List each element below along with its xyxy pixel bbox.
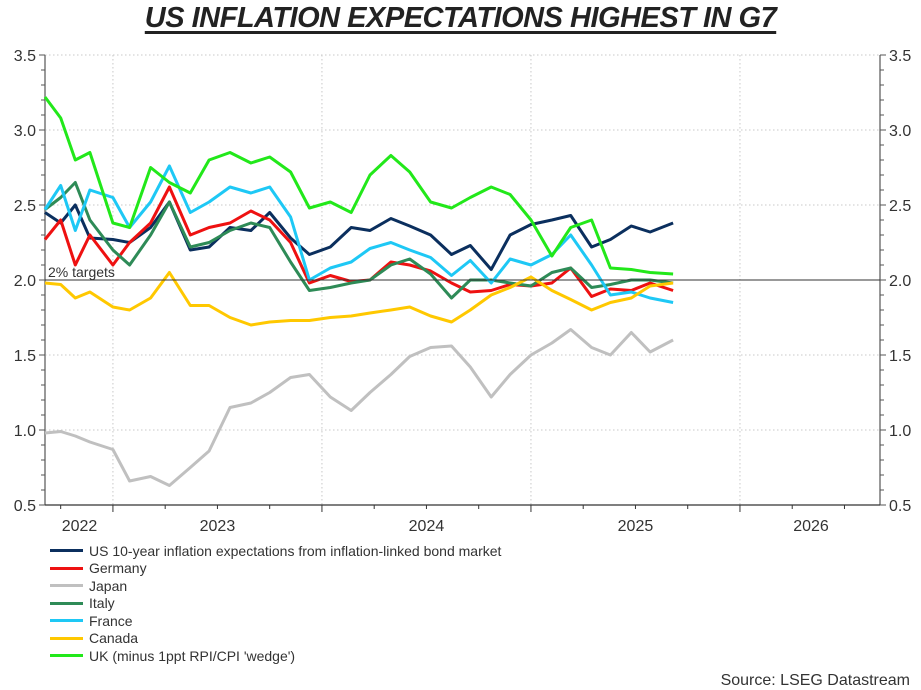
- x-tick-label: 2024: [409, 518, 445, 535]
- legend-item: UK (minus 1ppt RPI/CPI 'wedge'): [50, 647, 501, 665]
- legend-label: France: [89, 612, 133, 629]
- y-tick-label-left: 1.0: [14, 423, 36, 440]
- y-tick-label-right: 3.0: [889, 123, 911, 140]
- legend-swatch: [50, 654, 83, 658]
- reference-line-group: 2% targets: [45, 264, 880, 281]
- chart-title: US INFLATION EXPECTATIONS HIGHEST IN G7: [144, 2, 777, 34]
- y-tick-label-right: 0.5: [889, 498, 911, 515]
- legend-label: Japan: [89, 577, 128, 594]
- y-tick-label-left: 3.0: [14, 123, 36, 140]
- x-tick-label: 2026: [793, 518, 829, 535]
- y-tick-label-left: 1.5: [14, 348, 36, 365]
- series-line-japan: [44, 328, 674, 487]
- legend-item: Italy: [50, 595, 501, 613]
- legend: US 10-year inflation expectations from i…: [50, 542, 501, 665]
- legend-item: US 10-year inflation expectations from i…: [50, 542, 501, 560]
- series-lines: [43, 96, 674, 487]
- legend-swatch: [50, 549, 83, 553]
- y-tick-label-left: 3.5: [14, 48, 36, 65]
- legend-label: Canada: [89, 630, 139, 647]
- source-note: Source: LSEG Datastream: [720, 672, 910, 689]
- legend-swatch: [50, 584, 83, 588]
- y-tick-label-right: 2.5: [889, 198, 911, 215]
- x-tick-label: 2025: [618, 518, 654, 535]
- y-tick-label-left: 0.5: [14, 498, 36, 515]
- y-tick-label-right: 3.5: [889, 48, 911, 65]
- x-tick-label: 2022: [62, 518, 98, 535]
- reference-line-label: 2% targets: [48, 264, 115, 280]
- y-tick-label-right: 1.5: [889, 348, 911, 365]
- series-line-canada: [44, 271, 674, 327]
- legend-label: Italy: [89, 595, 115, 612]
- x-tick-label: 2023: [200, 518, 236, 535]
- legend-label: Germany: [89, 560, 147, 577]
- legend-item: Japan: [50, 577, 501, 595]
- series-line-italy: [44, 181, 674, 300]
- y-tick-label-left: 2.0: [14, 273, 36, 290]
- legend-item: Germany: [50, 560, 501, 578]
- legend-swatch: [50, 601, 83, 605]
- legend-swatch: [50, 619, 83, 623]
- y-tick-label-left: 2.5: [14, 198, 36, 215]
- y-tick-label-right: 2.0: [889, 273, 911, 290]
- series-line-france: [43, 164, 674, 304]
- legend-label: US 10-year inflation expectations from i…: [89, 542, 502, 559]
- series-line-us: [44, 200, 674, 271]
- legend-label: UK (minus 1ppt RPI/CPI 'wedge'): [89, 647, 296, 664]
- legend-item: Canada: [50, 630, 501, 648]
- legend-swatch: [50, 636, 83, 640]
- legend-item: France: [50, 612, 501, 630]
- line-chart: 0.5 0.5 1.0 1.0 1.5 1.5 2.0 2.0 2.5 2.5 3.0 3.0 3.5 3…: [14, 48, 912, 535]
- y-tick-label-right: 1.0: [889, 423, 911, 440]
- axes: 0.5 0.5 1.0 1.0 1.5 1.5 2.0 2.0 2.5 2.5 3.0 3.0 3.5 3…: [14, 48, 912, 535]
- series-line-uk: [43, 96, 674, 276]
- legend-swatch: [50, 566, 83, 570]
